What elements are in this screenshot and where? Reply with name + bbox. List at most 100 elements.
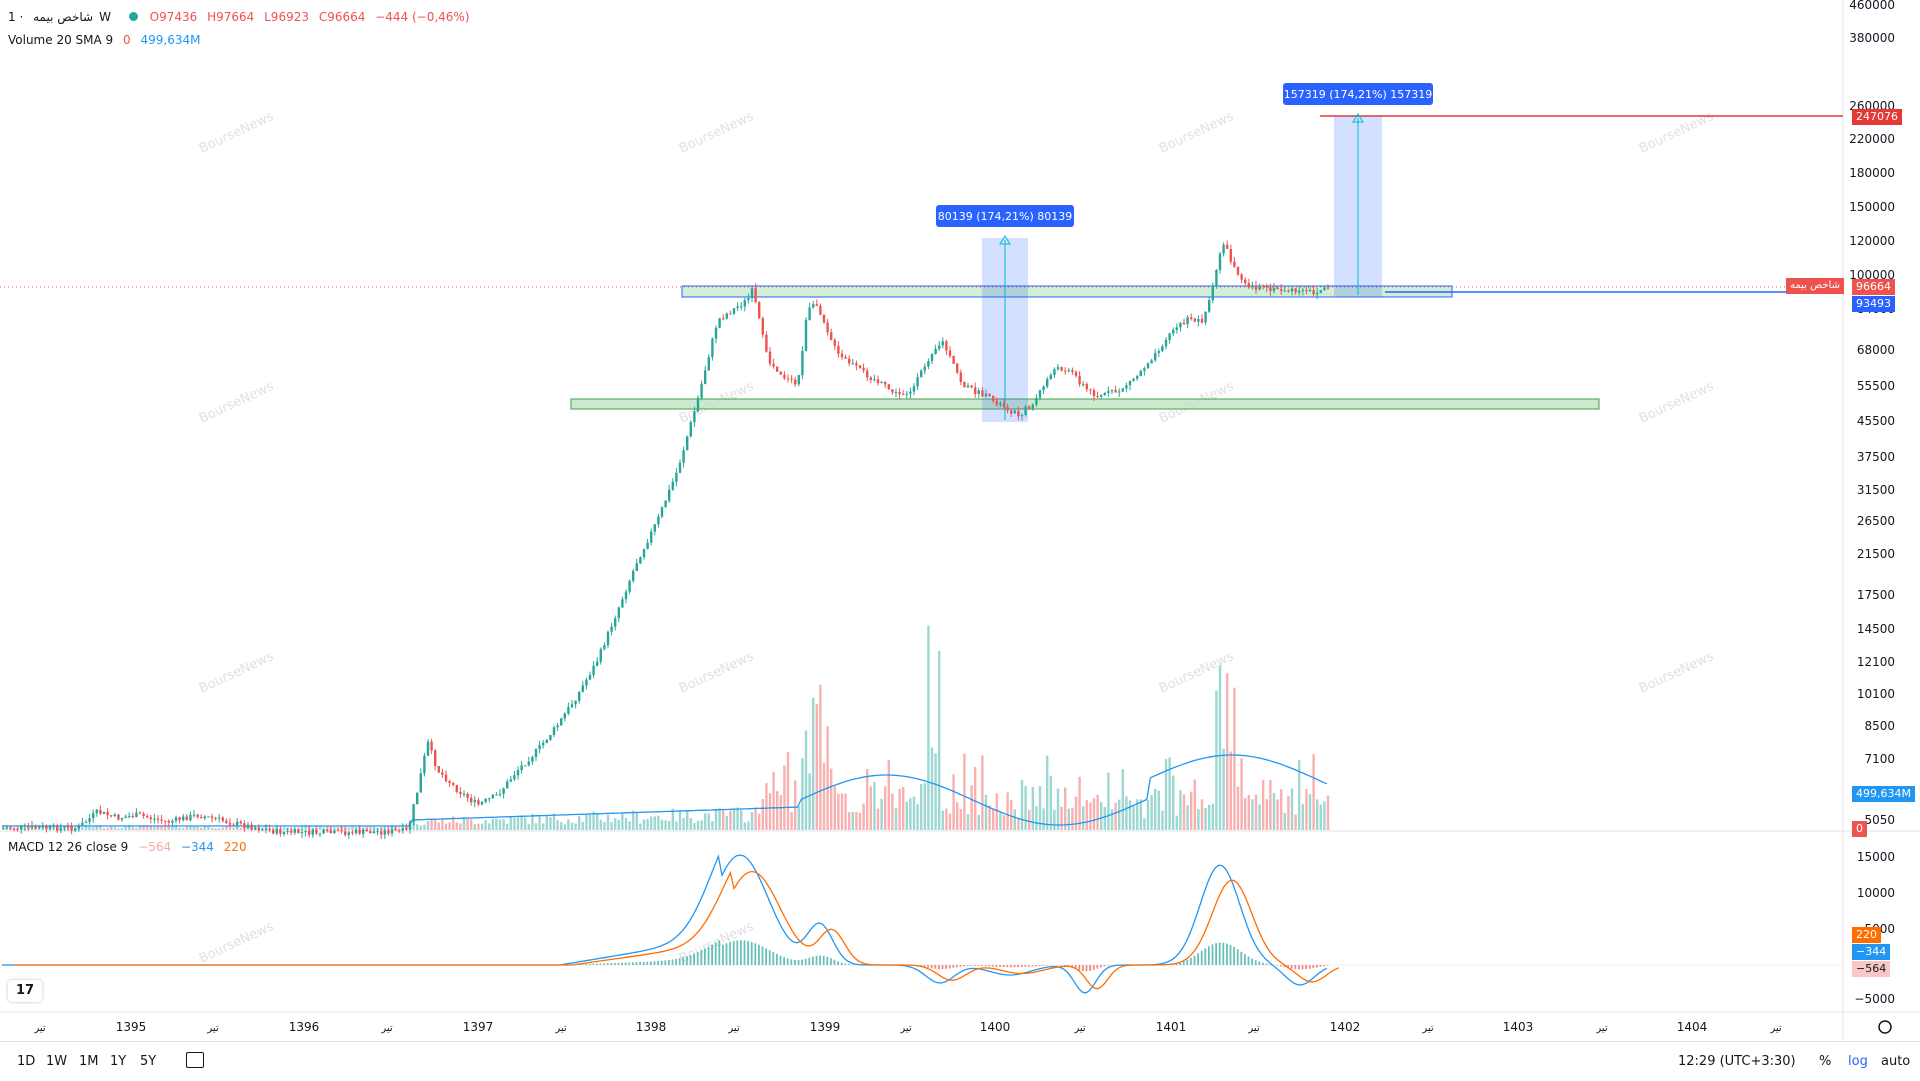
volume-bar [502, 819, 504, 830]
volume-bar [780, 795, 782, 830]
histogram-bar [1006, 965, 1008, 967]
macd-label[interactable]: MACD 12 26 close 9 [8, 840, 128, 854]
volume-bar [769, 793, 771, 830]
volume-bar [1147, 800, 1149, 830]
candle-body [1255, 285, 1257, 289]
histogram-bar [841, 963, 843, 965]
timeframe-1y[interactable]: 1Y [110, 1054, 126, 1069]
histogram-bar [1186, 960, 1188, 965]
volume-bar [668, 821, 670, 830]
candle-body [542, 743, 544, 745]
volume-bar [196, 827, 198, 830]
volume-bar [348, 827, 350, 830]
symbol-name[interactable]: شاخص بیمه [33, 10, 93, 24]
candle-body [128, 816, 130, 817]
candle-body [1222, 245, 1224, 254]
candle-body [988, 394, 990, 396]
volume-bar [1262, 780, 1264, 830]
time-axis-label: 1396 [289, 1020, 320, 1034]
volume-bar [1190, 792, 1192, 830]
candle-body [546, 740, 548, 743]
percent-toggle[interactable]: % [1819, 1054, 1831, 1069]
candle-body [646, 543, 648, 549]
support-zone[interactable] [571, 399, 1599, 409]
candle-body [1237, 267, 1239, 275]
timeframe-5y[interactable]: 5Y [140, 1054, 156, 1069]
volume-bar [718, 808, 720, 830]
volume-bar [870, 786, 872, 830]
candle-body [283, 832, 285, 834]
candle-body [34, 826, 36, 828]
candle-body [1215, 270, 1217, 286]
candle-body [38, 827, 40, 828]
tradingview-logo[interactable]: 17 [8, 980, 42, 1002]
candle-body [441, 772, 443, 774]
settings-gear-icon[interactable] [1879, 1021, 1891, 1033]
candle-body [430, 742, 432, 751]
candle-body [20, 826, 22, 829]
separator: · [19, 10, 23, 24]
histogram-bar [668, 960, 670, 965]
volume-bar [646, 819, 648, 830]
volume-label[interactable]: Volume 20 SMA 9 [8, 33, 113, 47]
volume-bar [222, 828, 224, 830]
histogram-bar [999, 965, 1001, 967]
candle-body [1186, 317, 1188, 324]
volume-bar [1100, 802, 1102, 830]
volume-bar [560, 822, 562, 830]
timeframe-1d[interactable]: 1D [17, 1054, 35, 1069]
histogram-bar [600, 964, 602, 965]
candle-body [157, 819, 159, 820]
candle-body [870, 377, 872, 380]
candle-body [916, 377, 918, 386]
macd-hist-value: −564 [138, 840, 171, 854]
ohlc-low: L96923 [264, 10, 309, 24]
auto-toggle[interactable]: auto [1881, 1054, 1910, 1069]
timeframe-1w[interactable]: 1W [46, 1054, 67, 1069]
candle-body [812, 304, 814, 307]
volume-bar [520, 817, 522, 830]
candle-body [801, 351, 803, 375]
timeframe-1m[interactable]: 1M [79, 1054, 99, 1069]
volume-bar [960, 809, 962, 830]
candle-body [715, 328, 717, 339]
histogram-bar [632, 962, 634, 965]
volume-bar [1323, 801, 1325, 830]
candle-body [621, 599, 623, 607]
candle-body [625, 592, 627, 600]
candle-body [643, 549, 645, 557]
volume-bar [574, 823, 576, 830]
volume-bar [1248, 795, 1250, 830]
volume-value: 0 [123, 33, 131, 47]
volume-bar [283, 827, 285, 830]
candle-body [49, 826, 51, 829]
volume-bar [463, 817, 465, 830]
candle-body [484, 799, 486, 802]
candle-body [726, 314, 728, 319]
candles[interactable] [2, 241, 1329, 840]
candle-body [456, 785, 458, 792]
candle-body [978, 390, 980, 394]
candle-body [927, 361, 929, 367]
volume-bar [1118, 800, 1120, 830]
clock[interactable]: 12:29 (UTC+3:30) [1678, 1054, 1796, 1069]
candle-body [445, 775, 447, 781]
histogram-bar [704, 949, 706, 965]
candle-body [265, 829, 267, 830]
price-axis-label: 5050 [1864, 813, 1895, 827]
candle-body [193, 815, 195, 816]
volume-bar [445, 824, 447, 830]
candle-body [502, 788, 504, 794]
candle-body [506, 781, 508, 788]
watermark-text: BourseNews [1157, 109, 1236, 157]
volume-bar [931, 748, 933, 830]
volume-bar [589, 815, 591, 830]
log-toggle[interactable]: log [1848, 1054, 1868, 1069]
candle-body [1284, 291, 1286, 292]
volume-bar [1172, 775, 1174, 830]
volume-bar [751, 812, 753, 830]
date-range-icon[interactable] [186, 1052, 204, 1068]
price-axis-label: 12100 [1857, 655, 1895, 669]
